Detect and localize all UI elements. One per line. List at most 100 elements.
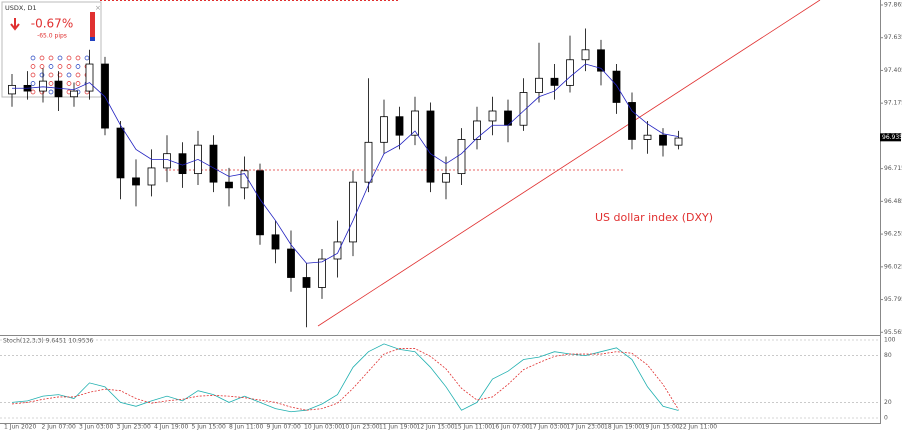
x-tick-label: 10 Jun 03:00 — [304, 424, 342, 431]
x-tick-label: 2 Jun 07:00 — [42, 424, 76, 431]
x-tick-label: 10 Jun 23:00 — [342, 424, 380, 431]
candle-body — [116, 127, 125, 179]
candle-body — [225, 181, 233, 189]
candle-body — [457, 139, 466, 175]
candle-body — [473, 120, 481, 140]
trend-line — [317, 0, 821, 327]
candle-body — [163, 153, 171, 169]
candle-body — [147, 167, 156, 186]
candle-body — [364, 141, 373, 183]
y-tick-label: 96.485 — [884, 198, 902, 205]
candle-body — [54, 80, 63, 98]
candle-body — [85, 63, 94, 92]
y-tick-label: 0 — [884, 415, 888, 422]
oscillator-title: Stoch(12,3,3) 9.6451 10.9536 — [3, 338, 94, 345]
current-price: 96.935 — [882, 134, 902, 141]
x-tick-label: 19 Jun 15:00 — [642, 424, 680, 431]
signal-dot — [30, 55, 36, 61]
y-tick-label: 97.635 — [884, 34, 902, 41]
candle-body — [488, 110, 497, 122]
y-tick-label: 95.565 — [884, 329, 902, 336]
signal-dot — [66, 64, 72, 69]
candle-body — [132, 177, 140, 186]
candle-body — [426, 110, 435, 183]
candle-body — [256, 170, 264, 236]
signal-dot — [30, 72, 36, 78]
y-tick-label: 80 — [884, 352, 892, 359]
signal-dot — [75, 55, 81, 61]
y-tick-label: 95.795 — [884, 296, 902, 303]
strength-bar — [90, 37, 95, 41]
signal-dot — [48, 81, 54, 86]
x-tick-label: 12 Jun 15:00 — [417, 424, 455, 431]
signal-dot — [30, 81, 36, 86]
oscillator-line — [11, 343, 679, 413]
signal-dot — [48, 89, 54, 95]
signal-dot — [66, 55, 72, 61]
signal-dot — [66, 72, 72, 78]
signal-dot — [57, 55, 63, 61]
x-tick-label: 11 Jun 19:00 — [379, 424, 417, 431]
candle-body — [302, 277, 311, 288]
candle-body — [70, 90, 78, 98]
x-tick-label: 18 Jun 19:00 — [604, 424, 642, 431]
y-tick-label: 100 — [884, 337, 896, 344]
signal-dot — [57, 72, 63, 78]
signal-dot — [66, 81, 72, 86]
candle-body — [395, 116, 404, 136]
close-button[interactable]: × — [95, 4, 101, 12]
candle-body — [101, 63, 109, 129]
candle-body — [411, 110, 419, 136]
signal-dot — [75, 72, 81, 78]
x-tick-label: 8 Jun 11:00 — [229, 424, 263, 431]
y-tick-label: 97.175 — [884, 100, 902, 107]
change-pips: -65.0 pips — [37, 33, 67, 40]
moving-average — [12, 63, 679, 264]
candle-body — [550, 77, 559, 86]
candle-body — [643, 134, 652, 140]
candle-body — [442, 173, 450, 183]
change: -0.67% — [31, 17, 73, 31]
annotation: US dollar index (DXY) — [595, 211, 713, 224]
candle-body — [178, 153, 187, 175]
signal-dot — [30, 64, 36, 69]
candle-body — [333, 241, 342, 260]
info-panel: USDX, D1 × -0.67% -65.0 pips — [1, 1, 102, 98]
signal-dot — [48, 55, 54, 61]
y-tick-label: 97.405 — [884, 67, 902, 74]
x-tick-label: 17 Jun 03:00 — [529, 424, 567, 431]
signal-dot — [30, 89, 36, 95]
candle-body — [8, 84, 16, 95]
signal-dot — [39, 72, 45, 78]
symbol: USDX, D1 — [5, 4, 37, 12]
candle-body — [674, 137, 683, 146]
y-tick-label: 97.865 — [884, 1, 902, 8]
signal-dot — [39, 55, 45, 61]
candle-body — [39, 80, 47, 92]
strength-bar — [90, 12, 95, 40]
signal-dot — [84, 55, 90, 61]
down-arrow — [10, 18, 20, 31]
x-tick-label: 22 Jun 11:00 — [679, 424, 717, 431]
signal-dot — [75, 81, 81, 86]
candle-body — [628, 102, 636, 140]
x-tick-label: 15 Jun 11:00 — [454, 424, 492, 431]
signal-dot — [39, 64, 45, 69]
candle-body — [318, 258, 326, 288]
candle-body — [566, 59, 574, 86]
candle-body — [287, 248, 295, 278]
y-tick-label: 20 — [884, 399, 892, 406]
x-tick-label: 4 Jun 19:00 — [154, 424, 188, 431]
x-tick-label: 9 Jun 07:00 — [267, 424, 301, 431]
candle-body — [209, 144, 218, 183]
signal-dot — [48, 64, 54, 69]
x-tick-label: 3 Jun 23:00 — [117, 424, 151, 431]
x-tick-label: 3 Jun 03:00 — [79, 424, 113, 431]
y-tick-label: 96.255 — [884, 231, 902, 238]
panel-box — [1, 1, 102, 98]
candle-body — [597, 49, 605, 72]
signal-dot — [75, 64, 81, 69]
y-tick-label: 96.715 — [884, 165, 902, 172]
